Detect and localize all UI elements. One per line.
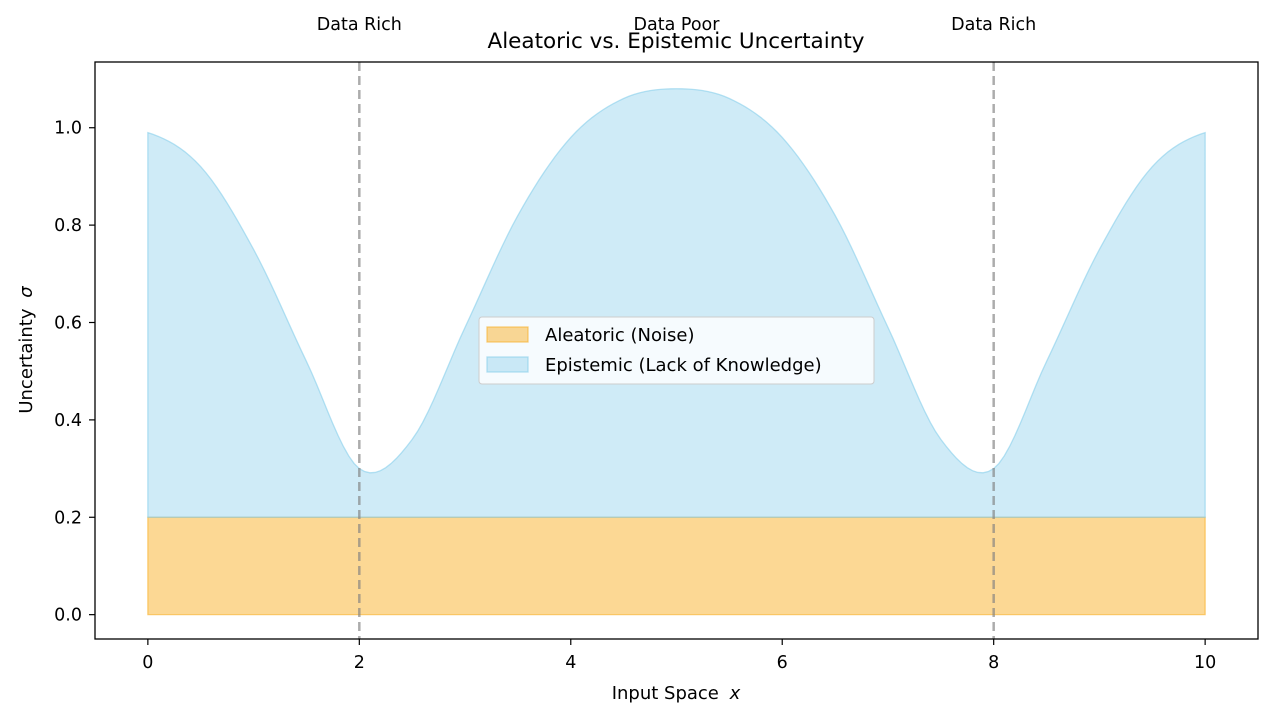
y-tick-label: 0.4: [54, 411, 82, 431]
y-axis-label: Uncertainty σ: [16, 286, 37, 414]
x-tick-label: 4: [565, 653, 576, 673]
area-series-epistemic: [147, 88, 1206, 518]
x-tick-label: 10: [1194, 653, 1216, 673]
legend: Aleatoric (Noise) Epistemic (Lack of Know…: [478, 316, 875, 385]
y-tick-label: 1.0: [54, 119, 82, 139]
legend-label-0: Aleatoric (Noise): [545, 325, 694, 346]
x-axis-label-text: Input Space: [612, 683, 719, 704]
area-layer: [147, 88, 1206, 616]
y-tick-label: 0.0: [54, 606, 82, 626]
chart-title: Aleatoric vs. Epistemic Uncertainty: [488, 29, 865, 54]
y-tick-label: 0.2: [54, 508, 82, 528]
annotation-label: Data Rich: [951, 15, 1036, 35]
y-axis-label-text: Uncertainty: [16, 308, 37, 414]
x-tick-layer: 0 2 4 6 8 10: [142, 639, 1216, 673]
area-series-aleatoric: [147, 516, 1206, 616]
y-axis-label-var: σ: [16, 286, 37, 298]
vline-layer: [358, 62, 995, 639]
x-axis-label: Input Space x: [612, 683, 741, 704]
y-tick-label: 0.6: [54, 314, 82, 334]
axes-frame: [94, 61, 1259, 640]
y-tick-label: 0.8: [54, 216, 82, 236]
legend-swatch-1: [486, 356, 529, 373]
x-axis-label-var: x: [729, 683, 741, 704]
x-tick-label: 6: [777, 653, 788, 673]
y-tick-layer: 0.0 0.2 0.4 0.6 0.8 1.0: [54, 119, 95, 626]
legend-box: [478, 316, 875, 385]
annotation-layer: Data Rich Data Poor Data Rich: [317, 15, 1036, 35]
legend-label-1: Epistemic (Lack of Knowledge): [545, 355, 822, 376]
annotation-label: Data Poor: [634, 15, 721, 35]
x-tick-label: 2: [354, 653, 365, 673]
x-tick-label: 0: [142, 653, 153, 673]
annotation-label: Data Rich: [317, 15, 402, 35]
x-tick-label: 8: [988, 653, 999, 673]
legend-swatch-0: [486, 326, 529, 343]
